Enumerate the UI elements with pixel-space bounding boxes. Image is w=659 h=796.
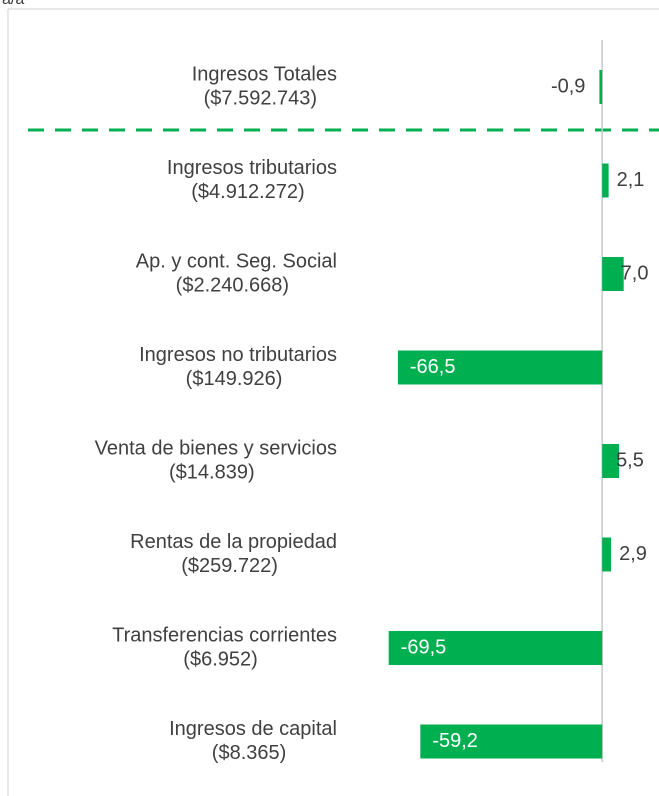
value-label: 7,0 bbox=[621, 262, 649, 284]
category-total: ($4.912.272) bbox=[191, 181, 304, 203]
category-label: Ingresos tributarios bbox=[167, 157, 337, 179]
bar bbox=[602, 537, 612, 572]
category-total: ($8.365) bbox=[212, 742, 287, 764]
category-label: Ingresos de capital bbox=[169, 718, 337, 740]
value-label: -66,5 bbox=[410, 356, 456, 378]
bar bbox=[602, 444, 620, 478]
category-total: ($14.839) bbox=[169, 461, 255, 483]
category-total: ($259.722) bbox=[181, 555, 278, 577]
category-total: ($6.952) bbox=[183, 648, 258, 670]
category-label: Venta de bienes y servicios bbox=[95, 437, 337, 459]
category-total: ($7.592.743) bbox=[204, 87, 317, 109]
category-label: Rentas de la propiedad bbox=[130, 531, 337, 553]
category-label: Transferencias corrientes bbox=[112, 624, 337, 646]
value-label: -59,2 bbox=[432, 730, 478, 752]
bar bbox=[420, 724, 603, 759]
value-label: 5,5 bbox=[616, 449, 644, 471]
category-label: Ap. y cont. Seg. Social bbox=[136, 250, 337, 272]
bar bbox=[397, 350, 603, 385]
bar bbox=[599, 70, 603, 104]
category-total: ($149.926) bbox=[186, 368, 283, 390]
category-total: ($2.240.668) bbox=[176, 274, 289, 296]
value-label: 2,1 bbox=[617, 169, 645, 191]
value-label: -0,9 bbox=[551, 75, 585, 97]
value-label: 2,9 bbox=[619, 543, 647, 565]
category-label: Ingresos no tributarios bbox=[139, 344, 337, 366]
bar bbox=[602, 257, 624, 291]
bar bbox=[602, 163, 609, 198]
value-label: -69,5 bbox=[401, 636, 447, 658]
bar bbox=[388, 631, 603, 665]
subtitle: a/a bbox=[2, 0, 24, 8]
category-label: Ingresos Totales bbox=[192, 63, 337, 85]
